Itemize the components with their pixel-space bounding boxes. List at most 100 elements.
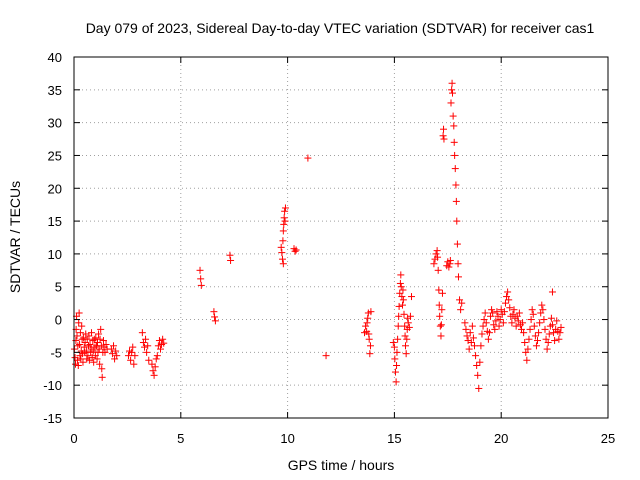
data-point — [366, 350, 374, 358]
data-point — [124, 352, 132, 360]
data-point — [530, 322, 538, 330]
data-point — [76, 340, 84, 348]
data-point — [548, 321, 556, 329]
data-point — [557, 323, 565, 331]
data-point — [112, 347, 120, 355]
data-point — [389, 339, 397, 347]
data-point — [523, 356, 531, 364]
data-point — [292, 246, 300, 254]
data-point — [491, 325, 499, 333]
data-point — [404, 319, 412, 327]
data-point — [391, 368, 399, 376]
data-point — [495, 322, 503, 330]
data-point — [505, 296, 513, 304]
data-point — [364, 314, 372, 322]
data-point — [453, 217, 461, 225]
data-point — [74, 342, 82, 350]
data-point — [434, 253, 442, 261]
data-point — [472, 352, 480, 360]
data-point — [492, 317, 500, 325]
data-point — [153, 352, 161, 360]
data-point — [140, 343, 148, 351]
data-point — [438, 306, 446, 314]
data-point — [151, 363, 159, 371]
data-point — [436, 312, 444, 320]
data-point — [451, 151, 459, 159]
data-point — [548, 288, 556, 296]
data-point — [510, 306, 518, 314]
grid-layer — [74, 57, 608, 418]
data-point — [92, 334, 100, 342]
data-point — [394, 335, 402, 343]
data-point — [96, 360, 104, 368]
y-tick-label: 0 — [55, 313, 62, 328]
data-point — [488, 306, 496, 314]
data-point — [83, 335, 91, 343]
x-tick-label: 0 — [70, 431, 77, 446]
data-point — [367, 308, 375, 316]
data-point — [391, 355, 399, 363]
data-point — [281, 204, 289, 212]
data-point — [556, 329, 564, 337]
data-point — [448, 79, 456, 87]
data-point — [226, 251, 234, 259]
data-point — [462, 325, 470, 333]
data-point — [88, 329, 96, 337]
data-point — [526, 325, 534, 333]
data-point — [78, 322, 86, 330]
data-point — [127, 356, 135, 364]
data-point — [98, 373, 106, 381]
data-point — [457, 306, 465, 314]
data-point — [449, 112, 457, 120]
data-point — [493, 308, 501, 316]
data-point — [138, 329, 146, 337]
data-point — [129, 343, 137, 351]
data-point — [398, 293, 406, 301]
data-point — [477, 342, 485, 350]
data-point — [98, 365, 106, 373]
data-point — [95, 330, 103, 338]
data-points-layer — [70, 79, 565, 392]
x-tick-label: 5 — [177, 431, 184, 446]
data-point — [479, 322, 487, 330]
data-point — [399, 296, 407, 304]
data-point — [520, 329, 528, 337]
data-point — [76, 329, 84, 337]
data-point — [481, 309, 489, 317]
data-point — [196, 266, 204, 274]
data-point — [545, 330, 553, 338]
data-point — [279, 237, 287, 245]
data-point — [469, 334, 477, 342]
data-point — [467, 339, 475, 347]
chart-title: Day 079 of 2023, Sidereal Day-to-day VTE… — [86, 20, 595, 36]
data-point — [402, 342, 410, 350]
data-point — [407, 293, 415, 301]
data-point — [465, 345, 473, 353]
data-point — [473, 361, 481, 369]
y-tick-label: -15 — [43, 411, 62, 426]
data-point — [145, 356, 153, 364]
data-point — [73, 356, 81, 364]
data-point — [535, 329, 543, 337]
data-point — [453, 240, 461, 248]
data-point — [99, 337, 107, 345]
y-ticks: -15 -10 -5 0 5 10 15 20 25 30 35 40 — [43, 50, 608, 426]
data-point — [555, 335, 563, 343]
y-tick-label: 10 — [48, 247, 62, 262]
data-point — [277, 243, 285, 251]
data-point — [75, 309, 83, 317]
data-point — [509, 310, 517, 318]
data-point — [447, 99, 455, 107]
data-point — [519, 319, 527, 327]
y-axis-label: SDTVAR / TECUs — [7, 181, 23, 293]
data-point — [160, 339, 168, 347]
data-point — [130, 360, 138, 368]
data-point — [82, 347, 90, 355]
data-point — [397, 271, 405, 279]
data-point — [291, 247, 299, 255]
data-point — [461, 319, 469, 327]
y-tick-label: -10 — [43, 378, 62, 393]
data-point — [466, 329, 474, 337]
data-point — [534, 337, 542, 345]
data-point — [451, 165, 459, 173]
